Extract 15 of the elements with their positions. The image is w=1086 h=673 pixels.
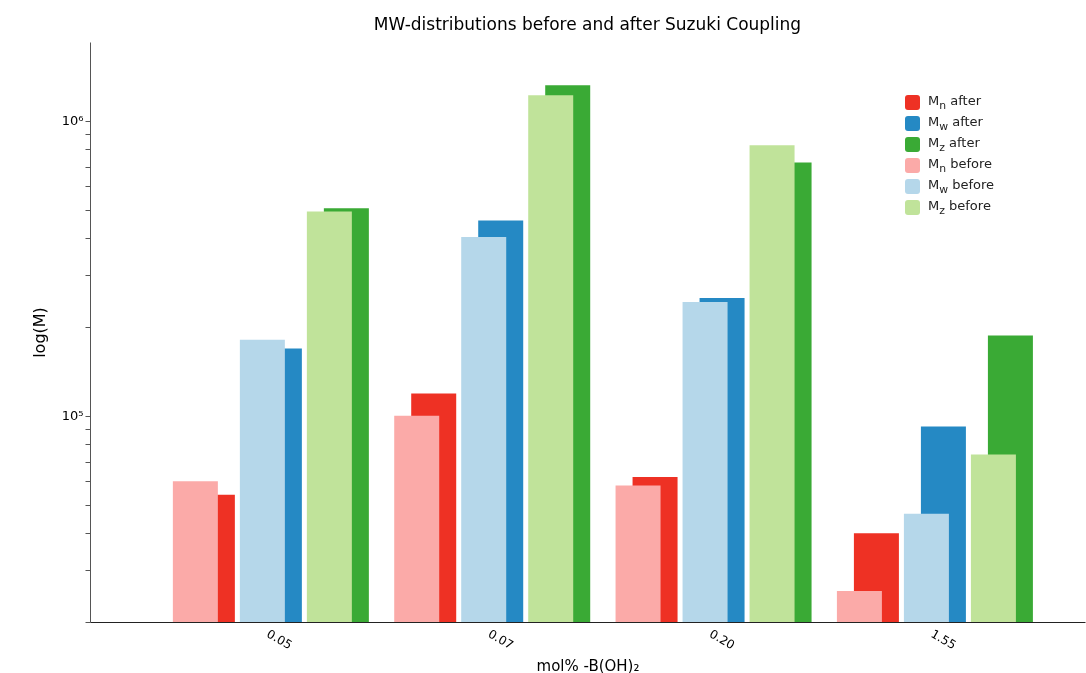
y-tick-label: 10⁶ xyxy=(61,113,84,129)
y-tick-label: 10⁵ xyxy=(61,408,84,424)
legend-label: M$_{n}$ after xyxy=(928,93,981,112)
x-tick-label: 0.20 xyxy=(707,626,738,653)
legend-label: M$_{n}$ before xyxy=(928,156,993,175)
x-axis-title: mol% -B(OH)₂ xyxy=(536,657,640,673)
chart-title: MW-distributions before and after Suzuki Coupling xyxy=(373,14,802,34)
legend-label: M$_{z}$ before xyxy=(928,198,991,217)
legend-label: M$_{z}$ after xyxy=(928,135,980,154)
legend-label: M$_{w}$ before xyxy=(928,177,995,196)
x-tick-label: 0.07 xyxy=(485,626,516,653)
x-tick-label: 1.55 xyxy=(928,626,959,653)
legend-label: M$_{w}$ after xyxy=(928,114,983,133)
y-axis-title: log(M) xyxy=(29,307,49,358)
x-tick-label: 0.05 xyxy=(264,626,295,653)
